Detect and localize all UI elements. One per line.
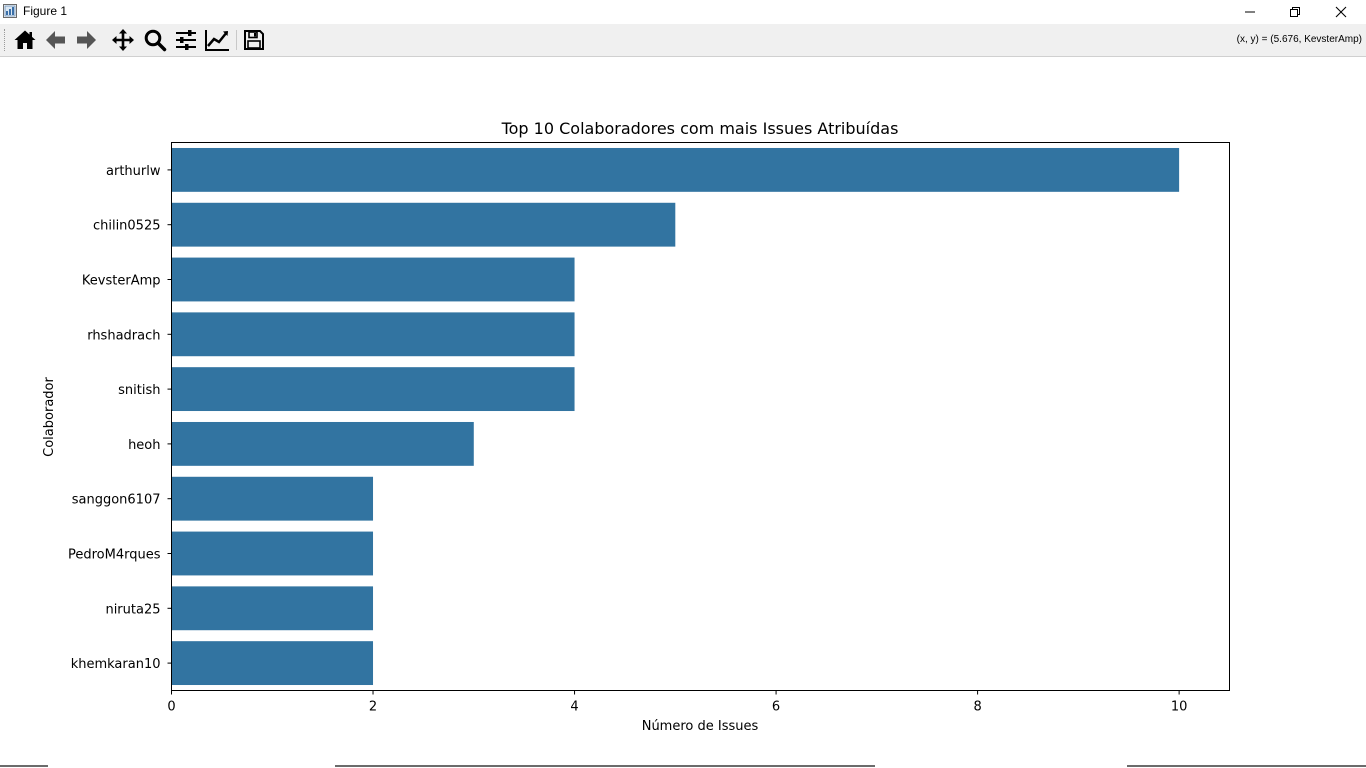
x-axis-label: Número de Issues [642,719,759,734]
line-chart-icon [205,30,229,51]
y-tick-label: khemkaran10 [71,657,161,672]
home-icon [14,30,36,49]
y-tick-label: heoh [128,438,160,453]
x-tick-label: 0 [167,700,175,715]
y-tick-label: snitish [118,383,160,398]
minimize-button[interactable] [1227,0,1273,24]
bar-chilin0525 [171,202,676,247]
y-tick-label: chilin0525 [93,219,161,234]
bar-KevsterAmp [171,257,575,302]
status-segment [0,765,48,767]
axes-frame [171,142,1230,691]
x-tick-label: 8 [973,700,981,715]
y-tick-label: PedroM4rques [68,548,161,563]
x-tick-label: 10 [1171,700,1188,715]
app-icon [3,4,17,18]
y-tick-label: KevsterAmp [82,274,161,289]
maximize-button[interactable] [1272,0,1318,24]
status-segment [335,765,875,767]
title-bar: Figure 1 [0,0,1366,24]
bar-snitish [171,367,575,412]
y-tick-label: niruta25 [105,602,160,617]
navigation-toolbar: (x, y) = (5.676, KevsterAmp) [0,24,1366,57]
forward-button[interactable] [72,27,100,53]
bar-arthurlw [171,147,1180,192]
move-icon [112,29,134,51]
back-button[interactable] [42,27,70,53]
home-button[interactable] [11,27,39,53]
x-tick-label: 2 [369,700,377,715]
sliders-icon [176,30,196,50]
bar-niruta25 [171,586,374,631]
bars-layer [171,147,1180,686]
y-tick-label: arthurlw [106,164,161,179]
y-tick-label: sanggon6107 [72,493,161,508]
figure-canvas[interactable]: Top 10 Colaboradores com mais Issues Atr… [0,57,1366,768]
pan-button[interactable] [109,27,137,53]
y-tick-label: rhshadrach [87,328,160,343]
configure-subplots-button[interactable] [172,27,200,53]
search-icon [144,29,167,52]
toolbar-separator [236,30,237,50]
chart-title: Top 10 Colaboradores com mais Issues Atr… [501,119,899,138]
cursor-coordinates: (x, y) = (5.676, KevsterAmp) [1236,34,1362,45]
bar-sanggon6107 [171,476,374,521]
bar-heoh [171,421,474,466]
save-button[interactable] [240,27,268,53]
floppy-disk-icon [244,30,264,50]
x-tick-label: 6 [772,700,780,715]
bottom-status-strip [0,765,1366,768]
edit-axes-button[interactable] [203,27,231,53]
close-icon [1335,6,1347,18]
chart[interactable]: Top 10 Colaboradores com mais Issues Atr… [0,57,1366,768]
x-tick-labels: 0 2 4 6 8 10 [167,690,1188,715]
bar-rhshadrach [171,312,575,357]
bar-khemkaran10 [171,641,374,686]
toolbar-grip[interactable] [4,29,8,51]
minimize-icon [1245,11,1255,13]
status-segment [1127,765,1366,767]
restore-icon [1290,7,1300,17]
arrow-right-icon [77,31,96,49]
x-tick-label: 4 [570,700,578,715]
arrow-left-icon [46,31,65,49]
y-axis-label: Colaborador [42,377,57,457]
zoom-button[interactable] [141,27,169,53]
y-tick-labels: arthurlw chilin0525 KevsterAmp rhshadrach sn… [68,164,172,672]
window-title: Figure 1 [23,4,68,18]
close-button[interactable] [1318,0,1364,24]
bar-PedroM4rques [171,531,374,576]
